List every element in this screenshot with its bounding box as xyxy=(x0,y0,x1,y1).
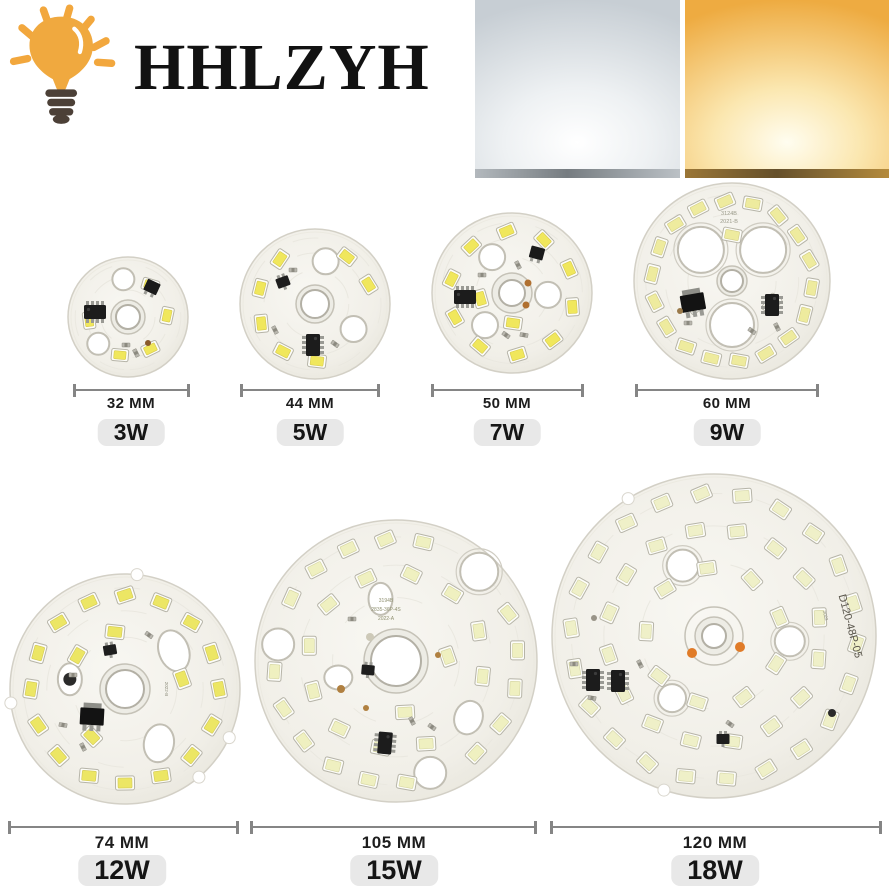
diameter-label-5w: 44 MM xyxy=(285,395,335,412)
led-pcb-art: 3194B 2835-36P-4S 2022-A xyxy=(254,519,538,803)
brand-logo: HHLZYH xyxy=(8,0,430,134)
led-pcb-art xyxy=(67,256,189,378)
led-pcb-photo-18w: D120-48P-05 2022 xyxy=(545,467,883,810)
brand-name: HHLZYH xyxy=(134,31,430,104)
dimension-line-3w xyxy=(73,384,190,397)
wattage-badge-15w: 15W xyxy=(350,855,438,886)
dimension-line-9w xyxy=(635,384,819,397)
dimension-line-15w xyxy=(250,821,537,834)
diameter-label-3w: 32 MM xyxy=(106,395,156,412)
svg-text:2022-B: 2022-B xyxy=(164,682,169,697)
warm-white-light-swatch xyxy=(685,0,889,178)
svg-text:2022-A: 2022-A xyxy=(378,616,395,622)
svg-text:2835-36P-4S: 2835-36P-4S xyxy=(371,607,401,613)
led-pcb-photo-12w: 2022-B xyxy=(3,567,247,816)
led-pcb-photo-15w: 3194B 2835-36P-4S 2022-A xyxy=(248,513,544,814)
diameter-label-9w: 60 MM xyxy=(702,395,752,412)
led-pcb-art: 3124B 2021-B xyxy=(633,182,831,380)
dimension-line-7w xyxy=(431,384,584,397)
wattage-badge-7w: 7W xyxy=(473,419,541,446)
led-pcb-art xyxy=(431,212,593,374)
diameter-label-7w: 50 MM xyxy=(482,395,532,412)
wattage-badge-3w: 3W xyxy=(97,419,165,446)
brand-lightbulb-icon xyxy=(9,4,116,124)
diameter-label-15w: 105 MM xyxy=(361,833,427,852)
dimension-line-18w xyxy=(550,821,882,834)
svg-text:2022: 2022 xyxy=(822,610,830,621)
led-pcb-art xyxy=(239,228,391,380)
wattage-badge-9w: 9W xyxy=(693,419,761,446)
diameter-label-18w: 120 MM xyxy=(682,833,748,852)
svg-text:2021-B: 2021-B xyxy=(720,219,738,225)
svg-text:3124B: 3124B xyxy=(721,211,737,217)
led-pcb-photo-5w xyxy=(233,222,397,391)
svg-text:3194B: 3194B xyxy=(379,598,394,604)
dimension-line-12w xyxy=(8,821,239,834)
cool-white-light-swatch xyxy=(475,0,680,178)
wattage-badge-18w: 18W xyxy=(671,855,759,886)
wattage-badge-12w: 12W xyxy=(78,855,166,886)
wattage-badge-5w: 5W xyxy=(276,419,344,446)
dimension-line-5w xyxy=(240,384,380,397)
led-pcb-art: 2022-B xyxy=(4,568,241,805)
led-pcb-photo-9w: 3124B 2021-B xyxy=(627,176,837,391)
diameter-label-12w: 74 MM xyxy=(94,833,150,852)
led-pcb-photo-3w xyxy=(61,250,195,389)
led-pcb-photo-7w xyxy=(425,206,599,385)
